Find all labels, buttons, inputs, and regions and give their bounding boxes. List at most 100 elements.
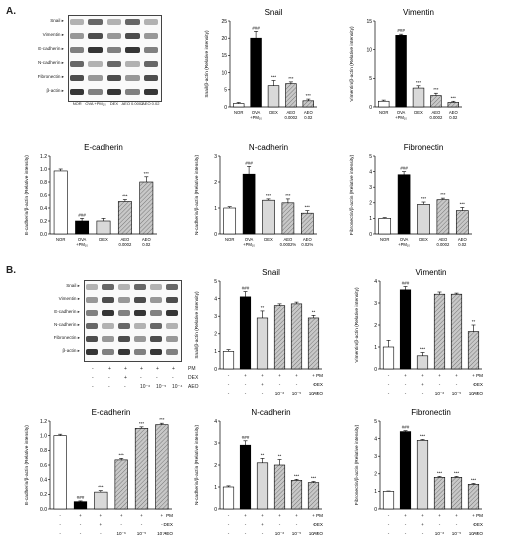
- treatment-mark: +: [261, 522, 264, 527]
- significance-mark: ***: [305, 205, 311, 210]
- y-axis-label: Vimentin/β-actin (Relative intensity): [349, 26, 355, 102]
- blot-band: [88, 75, 103, 81]
- blot-band: [88, 19, 103, 25]
- treatment-mark: +: [421, 513, 424, 518]
- blot-protein-label: E-cadherin ▸: [54, 309, 80, 314]
- y-axis-label: Fibronectin/β-actin (Relative intensity): [349, 154, 355, 235]
- y-tick-label: 1: [374, 345, 377, 351]
- blot-treatment-mark: 10⁻⁴: [172, 384, 183, 390]
- bar: [250, 37, 262, 108]
- bar-chart-n-cadherin: N-cadherin N-cadherin/β-actin (Relative i…: [194, 408, 323, 536]
- bar-chart-e-cadherin: E-cadherin E-cadherin/β-actin (Relative i…: [24, 408, 173, 536]
- blot-band: [118, 336, 130, 342]
- bar: [233, 103, 245, 108]
- treatment-mark: -: [313, 382, 315, 387]
- blot-band: [143, 33, 158, 39]
- blot-band: [86, 349, 98, 355]
- x-tick-label: NOR: [225, 237, 234, 242]
- treatment-mark: -: [245, 391, 247, 396]
- significance-mark: ***: [266, 193, 272, 198]
- y-tick-label: 15: [366, 19, 372, 25]
- blot-band: [102, 284, 114, 290]
- treatment-mark: -: [473, 522, 475, 527]
- treatment-name: DEX: [314, 382, 323, 387]
- y-tick-label: 4: [214, 419, 217, 425]
- bar: [467, 331, 480, 370]
- blot-band: [106, 75, 122, 81]
- significance-mark: ***: [139, 421, 145, 426]
- significance-mark: ***: [433, 87, 439, 92]
- y-tick-label: 0: [369, 105, 372, 111]
- treatment-mark: -: [388, 382, 390, 387]
- blot-band: [106, 89, 122, 95]
- significance-mark: ***: [271, 75, 277, 80]
- blot-treatment-mark: -: [172, 375, 174, 381]
- treatment-mark: -: [405, 382, 407, 387]
- x-tick-label: OVA: [397, 110, 406, 115]
- treatment-mark: -: [296, 522, 298, 527]
- blot-band: [150, 349, 162, 355]
- blot-band: [150, 323, 162, 329]
- treatment-mark: -: [456, 522, 458, 527]
- bar: [242, 173, 256, 235]
- treatment-mark: -: [59, 531, 61, 536]
- treatment-mark: -: [228, 531, 230, 536]
- blot-lane-label: AEO 0.0002: [121, 101, 144, 106]
- x-tick-label: 0.02%: [301, 242, 313, 247]
- x-tick-label: AEO: [458, 237, 468, 242]
- y-tick-label: 3: [214, 441, 217, 447]
- bar: [417, 204, 430, 235]
- treatment-mark: +: [421, 373, 424, 378]
- blot-band: [118, 323, 130, 329]
- significance-mark: **: [278, 454, 282, 459]
- x-tick-label: AEO: [283, 237, 293, 242]
- treatment-mark: -: [228, 373, 230, 378]
- y-tick-label: 0: [369, 232, 372, 238]
- y-tick-label: 2: [214, 332, 217, 338]
- treatment-mark: -: [388, 531, 390, 536]
- treatment-mark: 10⁻⁵: [137, 531, 147, 536]
- y-axis-label: N-cadherin/β-actin (Relative intensity): [194, 155, 200, 235]
- x-tick-label: AEO: [449, 110, 459, 115]
- chart-title: Snail: [265, 8, 283, 17]
- y-tick-label: 4: [374, 279, 377, 285]
- bar-chart-snail: Snail Snail/β-actin (Relative intensity) 0…: [204, 8, 317, 120]
- x-tick-label: OVA: [400, 237, 409, 242]
- y-tick-label: 0: [214, 507, 217, 513]
- blot-band: [118, 297, 130, 303]
- x-tick-label: +PM₁₀: [398, 242, 410, 247]
- blot-band: [134, 349, 146, 355]
- y-tick-label: 5: [369, 76, 372, 82]
- significance-mark: **: [261, 305, 265, 310]
- treatment-mark: +: [140, 513, 143, 518]
- treatment-mark: -: [262, 531, 264, 536]
- significance-mark: ***: [451, 95, 457, 100]
- treatment-name: DEX: [314, 522, 323, 527]
- significance-mark: ***: [144, 171, 150, 176]
- blot-protein-label: N-cadherin ▸: [37, 60, 64, 65]
- treatment-mark: -: [245, 522, 247, 527]
- bar: [75, 220, 90, 235]
- blot-band: [118, 349, 130, 355]
- treatment-name: DEX: [474, 382, 483, 387]
- blot-band: [166, 297, 178, 303]
- y-tick-label: 1: [214, 485, 217, 491]
- bar: [53, 435, 67, 510]
- significance-mark: ***: [306, 93, 312, 98]
- y-tick-label: 0: [214, 367, 217, 373]
- treatment-mark: +: [455, 513, 458, 518]
- blot-band: [70, 61, 85, 67]
- significance-mark: ###: [400, 166, 408, 171]
- bar: [430, 95, 442, 108]
- treatment-mark: -: [405, 391, 407, 396]
- x-tick-label: NOR: [234, 110, 243, 115]
- blot-band: [70, 33, 85, 39]
- significance-mark: ###: [397, 28, 405, 33]
- y-tick-label: 0.0: [40, 232, 47, 238]
- treatment-mark: -: [405, 531, 407, 536]
- treatment-mark: 10⁻⁶: [435, 531, 445, 536]
- blot-treatment-mark: +: [172, 366, 175, 372]
- x-tick-label: +PM₁₀: [243, 242, 255, 247]
- treatment-mark: +: [312, 373, 315, 378]
- bar: [256, 317, 269, 370]
